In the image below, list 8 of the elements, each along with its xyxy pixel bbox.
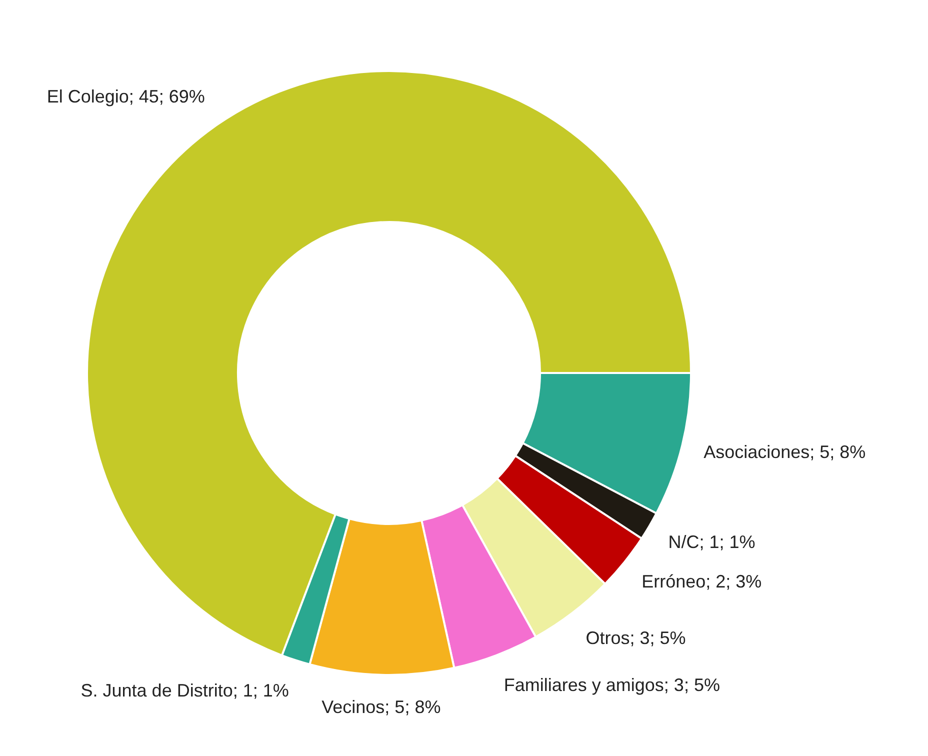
slice-label: Otros; 3; 5%	[586, 628, 686, 648]
slice-label: Vecinos; 5; 8%	[322, 696, 441, 717]
slice-label: Familiares y amigos; 3; 5%	[504, 675, 720, 696]
slice-label: Asociaciones; 5; 8%	[704, 442, 866, 462]
slice-label: N/C; 1; 1%	[668, 532, 756, 552]
slice-label: S. Junta de Distrito; 1; 1%	[80, 680, 289, 701]
slice-label: Erróneo; 2; 3%	[642, 572, 762, 592]
slice-label: El Colegio; 45; 69%	[46, 86, 205, 106]
